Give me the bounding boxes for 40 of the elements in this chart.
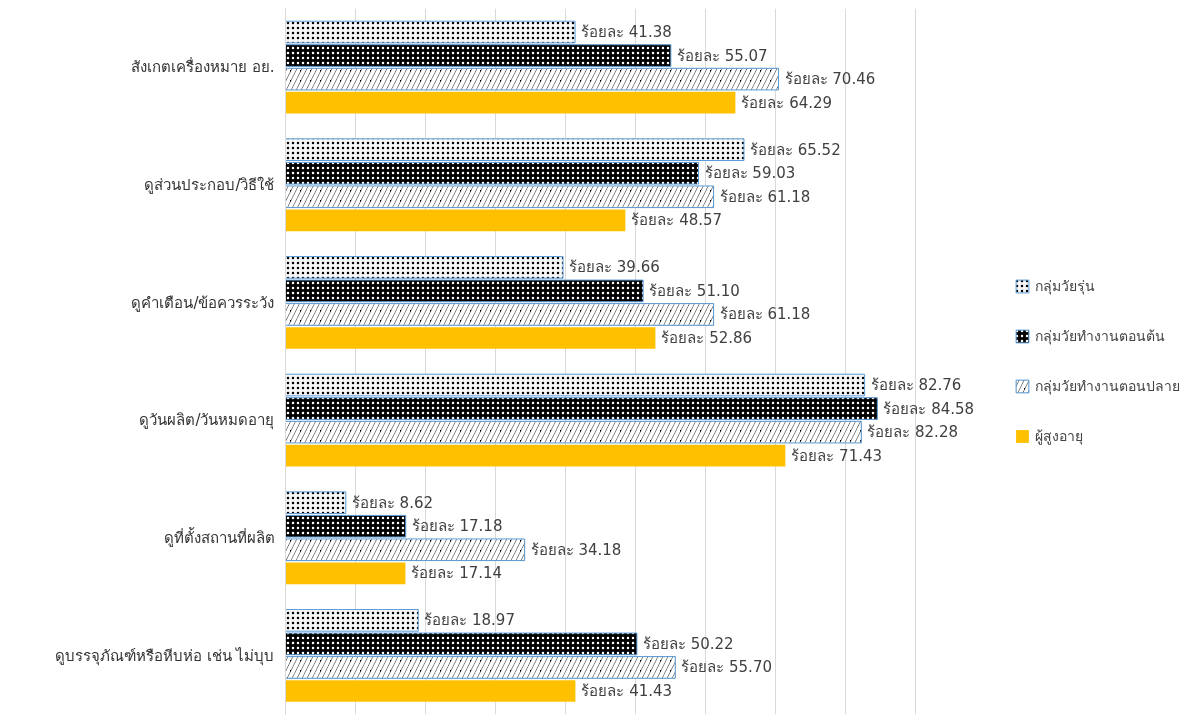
data-label: ร้อยละ 82.76	[870, 376, 962, 395]
data-label: ร้อยละ 84.58	[883, 399, 975, 418]
data-label: ร้อยละ 48.57	[631, 211, 723, 230]
data-label: ร้อยละ 59.03	[704, 164, 796, 183]
legend-label: กลุ่มวัยทำงานตอนต้น	[1035, 327, 1165, 347]
legend-label: กลุ่มวัยรุ่น	[1035, 277, 1095, 297]
data-label: ร้อยละ 71.43	[791, 446, 883, 465]
data-label: ร้อยละ 50.22	[642, 634, 734, 653]
data-label: ร้อยละ 39.66	[569, 258, 660, 277]
y-tick-label: ดูวันผลิต/วันหมดอายุ	[139, 411, 275, 431]
data-label: ร้อยละ 61.18	[719, 187, 811, 206]
legend-label: กลุ่มวัยทำงานตอนปลาย	[1035, 377, 1180, 397]
data-label: ร้อยละ 55.07	[676, 46, 768, 65]
data-label: ร้อยละ 51.10	[649, 281, 740, 300]
y-tick-label: สังเกตเครื่องหมาย อย.	[130, 56, 275, 77]
bar	[285, 680, 576, 702]
bar	[285, 444, 786, 467]
bar	[285, 327, 656, 349]
data-label: ร้อยละ 41.43	[581, 681, 673, 700]
y-tick-label: ดูบรรจุภัณฑ์หรือหีบห่อ เช่น ไม่บุบ	[54, 646, 275, 666]
y-tick-label: ดูส่วนประกอบ/วิธีใช้	[144, 176, 275, 194]
data-label: ร้อยละ 18.97	[424, 611, 515, 630]
data-label: ร้อยละ 70.46	[784, 70, 876, 89]
bar	[285, 209, 626, 232]
bar	[285, 562, 406, 585]
data-label: ร้อยละ 8.62	[351, 493, 433, 512]
data-label: ร้อยละ 52.86	[661, 328, 753, 347]
data-label: ร้อยละ 82.28	[867, 423, 958, 442]
bar	[285, 91, 736, 114]
y-tick-label: ดูที่ตั้งสถานที่ผลิต	[163, 527, 275, 547]
data-label: ร้อยละ 55.70	[681, 658, 772, 677]
y-tick-label: ดูคำเตือน/ข้อควรระวัง	[131, 293, 275, 312]
data-label: ร้อยละ 64.29	[741, 93, 833, 112]
data-label: ร้อยละ 65.52	[749, 140, 841, 159]
legend-label: ผู้สูงอายุ	[1035, 427, 1083, 447]
data-label: ร้อยละ 61.18	[719, 305, 811, 324]
data-label: ร้อยละ 17.14	[411, 564, 503, 583]
data-label: ร้อยละ 17.18	[411, 517, 503, 536]
data-label: ร้อยละ 41.38	[581, 23, 672, 42]
data-label: ร้อยละ 34.18	[530, 540, 622, 559]
